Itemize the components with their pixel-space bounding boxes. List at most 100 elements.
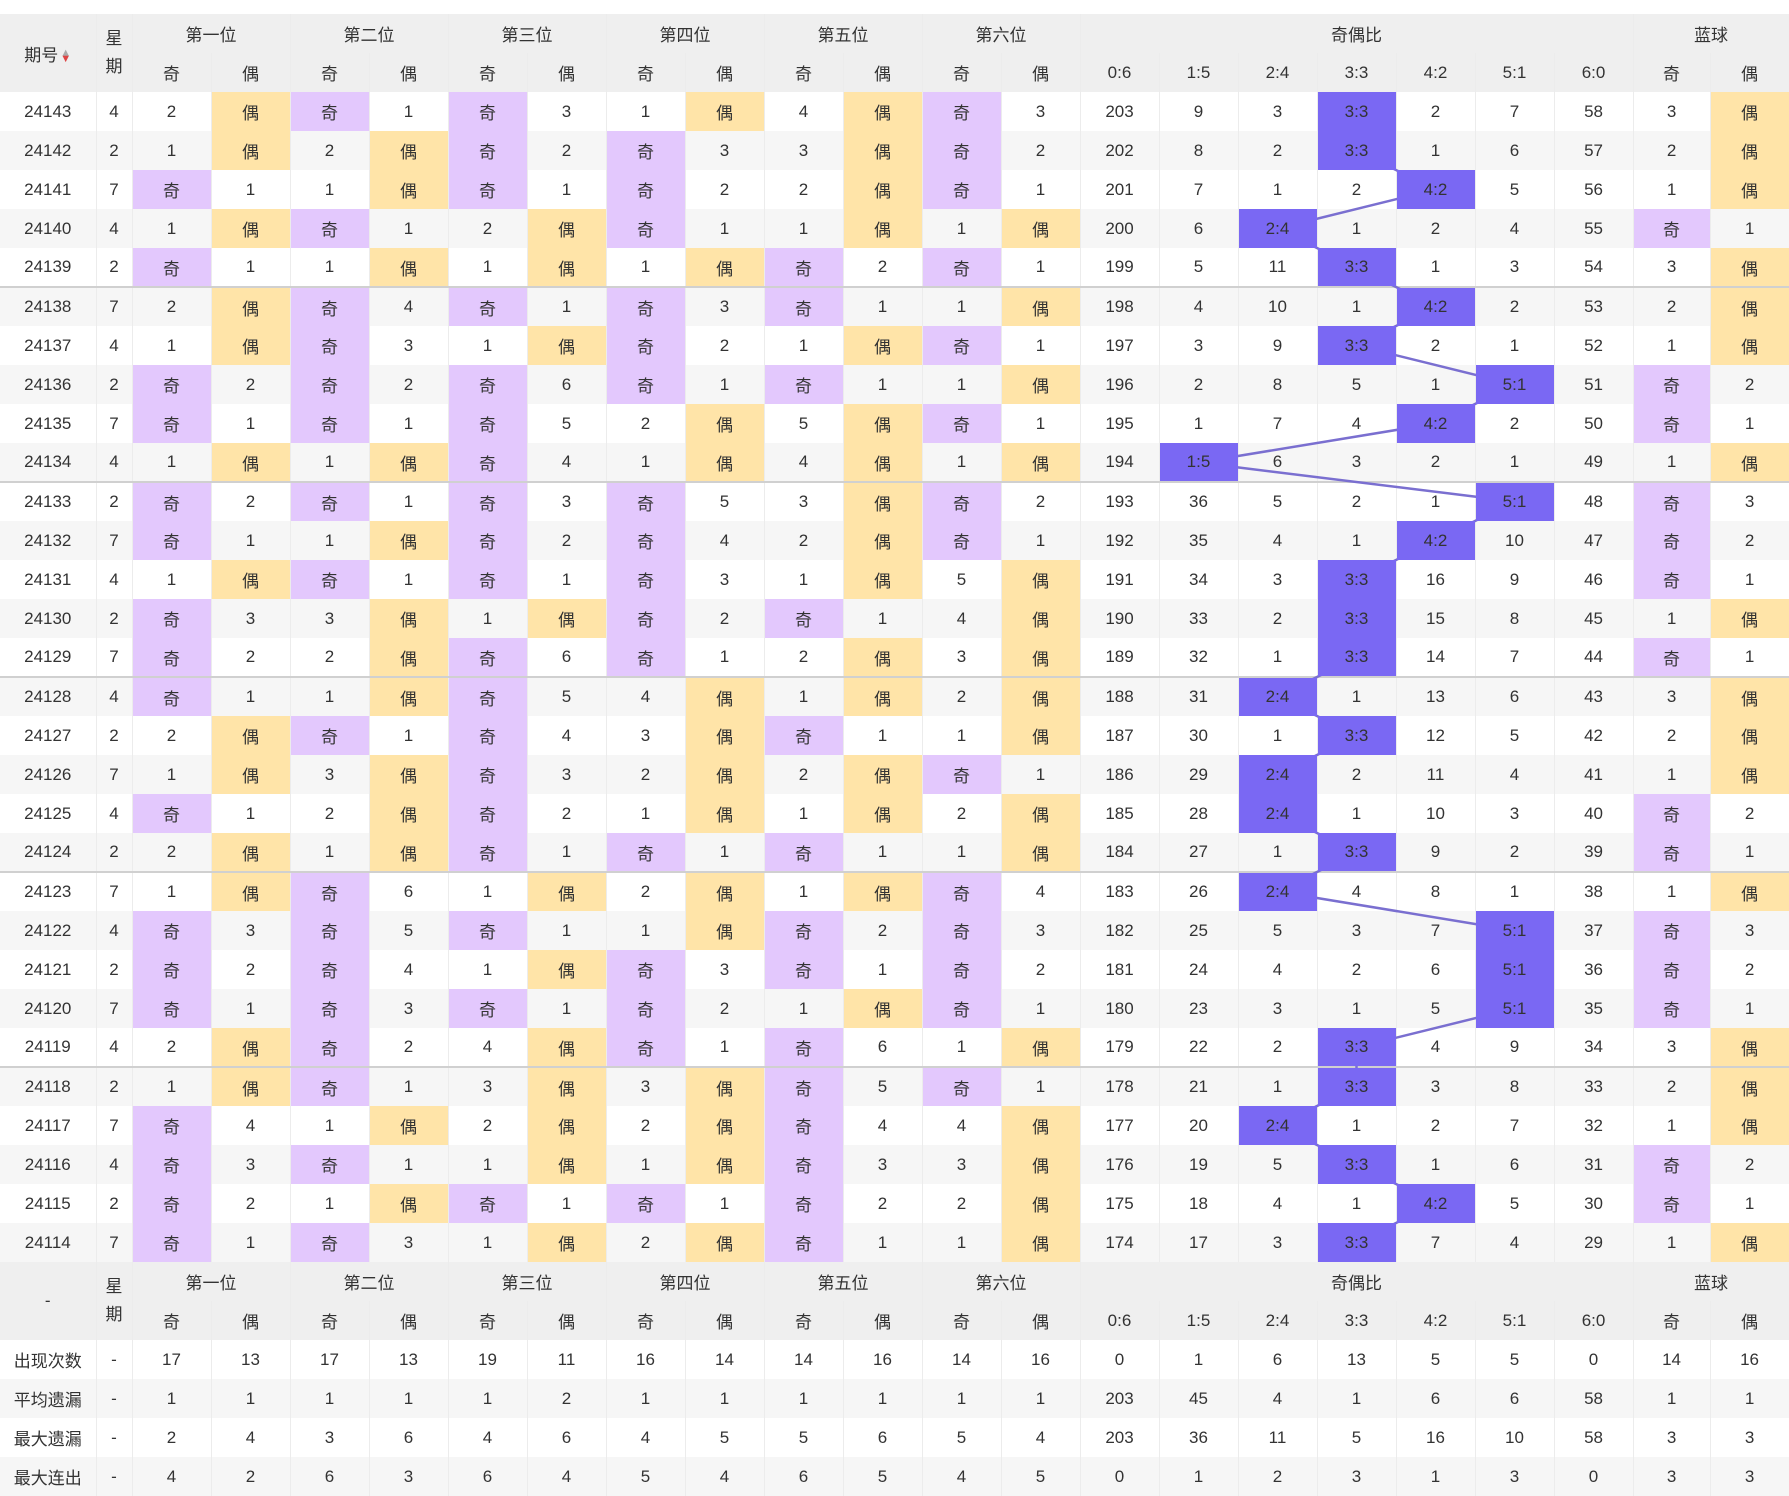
stats-value: 6 bbox=[843, 1418, 923, 1457]
position-2-even-cell: 偶 bbox=[369, 443, 449, 482]
position-1-even-cell: 1 bbox=[211, 248, 291, 287]
ratio-cell-0-6: 181 bbox=[1080, 950, 1160, 989]
position-1-odd-cell: 奇 bbox=[132, 404, 212, 443]
position-6-odd-cell: 5 bbox=[922, 560, 1002, 599]
table-row[interactable]: 24123 7 1 偶奇 6 1 偶 2 偶 1 偶奇 4 183 26 2:4 4 8 1 38 1 偶 bbox=[0, 871, 1789, 911]
position-3-odd-cell: 2 bbox=[448, 209, 528, 248]
ratio-cell-1-5: 33 bbox=[1159, 599, 1239, 638]
issue-header[interactable]: 期号 ▲ ▼ bbox=[0, 14, 97, 92]
ratio-cell-5-1: 7 bbox=[1475, 92, 1555, 131]
ratio-cell-2-4: 2:4 bbox=[1238, 209, 1318, 248]
position-3-even-cell: 偶 bbox=[527, 1106, 607, 1145]
ratio-subheader-5-1: 5:1 bbox=[1475, 1301, 1555, 1340]
table-row[interactable]: 24119 4 2 偶奇 2 4 偶奇 1 奇 6 1 偶 179 22 2 3:3 4 9 34 3 偶 bbox=[0, 1028, 1789, 1067]
table-row[interactable]: 24139 2 奇 1 1 偶 1 偶 1 偶奇 2 奇 1 199 5 11 3:3 1 3 54 3 偶 bbox=[0, 248, 1789, 287]
ratio-cell-4-2: 1 bbox=[1396, 365, 1476, 404]
table-row[interactable]: 24125 4 奇 1 2 偶奇 2 1 偶 1 偶 2 偶 185 28 2:4 1 10 3 40 奇 2 bbox=[0, 794, 1789, 833]
position-6-even-cell: 3 bbox=[1001, 92, 1081, 131]
table-row[interactable]: 24143 4 2 偶奇 1 奇 3 1 偶 4 偶奇 3 203 9 3 3:3 2 7 58 3 偶 bbox=[0, 92, 1789, 131]
table-row[interactable]: 24118 2 1 偶奇 1 3 偶 3 偶奇 5 奇 1 178 21 1 3:3 3 8 33 2 偶 bbox=[0, 1066, 1789, 1106]
position-1-odd-cell: 奇 bbox=[132, 1223, 212, 1262]
table-row[interactable]: 24132 7 奇 1 1 偶奇 2 奇 4 2 偶奇 1 192 35 4 1 4:2 10 47 奇 2 bbox=[0, 521, 1789, 560]
blue-even-cell: 偶 bbox=[1710, 1028, 1789, 1067]
ratio-cell-0-6: 197 bbox=[1080, 326, 1160, 365]
odd-subheader: 奇 bbox=[606, 1301, 686, 1340]
table-row[interactable]: 24122 4 奇 3 奇 5 奇 1 1 偶奇 2 奇 3 182 25 5 3 7 5:1 37 奇 3 bbox=[0, 911, 1789, 950]
table-row[interactable]: 24141 7 奇 1 1 偶奇 1 奇 2 2 偶奇 1 201 7 1 2 4:2 5 56 1 偶 bbox=[0, 170, 1789, 209]
position-1-even-cell: 偶 bbox=[211, 871, 291, 911]
position-4-even-cell: 2 bbox=[685, 326, 765, 365]
table-row[interactable]: 24121 2 奇 2 奇 4 1 偶奇 3 奇 1 奇 2 181 24 4 2 6 5:1 36 奇 2 bbox=[0, 950, 1789, 989]
position-1-odd-cell: 奇 bbox=[132, 248, 212, 287]
stats-value: 5 bbox=[606, 1457, 686, 1496]
table-row[interactable]: 24133 2 奇 2 奇 1 奇 3 奇 5 3 偶奇 2 193 36 5 2 1 5:1 48 奇 3 bbox=[0, 481, 1789, 521]
table-row[interactable]: 24142 2 1 偶 2 偶奇 2 奇 3 3 偶奇 2 202 8 2 3:3 1 6 57 2 偶 bbox=[0, 131, 1789, 170]
position-1-odd-cell: 1 bbox=[132, 326, 212, 365]
ratio-cell-1-5: 21 bbox=[1159, 1066, 1239, 1106]
table-row[interactable]: 24124 2 2 偶 1 偶奇 1 奇 1 奇 1 1 偶 184 27 1 3:3 9 2 39 奇 1 bbox=[0, 833, 1789, 872]
table-row[interactable]: 24117 7 奇 4 1 偶 2 偶 2 偶奇 4 4 偶 177 20 2:4 1 2 7 32 1 偶 bbox=[0, 1106, 1789, 1145]
stats-value: 16 bbox=[606, 1340, 686, 1379]
ratio-cell-6-0: 57 bbox=[1554, 131, 1634, 170]
table-row[interactable]: 24114 7 奇 1 奇 3 1 偶 2 偶奇 1 1 偶 174 17 3 3:3 7 4 29 1 偶 bbox=[0, 1223, 1789, 1262]
blue-odd-cell: 奇 bbox=[1633, 794, 1711, 833]
position-5-even-cell: 偶 bbox=[843, 989, 923, 1028]
ratio-cell-6-0: 45 bbox=[1554, 599, 1634, 638]
table-row[interactable]: 24134 4 1 偶 1 偶奇 4 1 偶 4 偶 1 偶 194 1:5 6 3 2 1 49 1 偶 bbox=[0, 443, 1789, 482]
position-6-even-cell: 1 bbox=[1001, 989, 1081, 1028]
stats-value: 1 bbox=[369, 1379, 449, 1418]
position-5-even-cell: 偶 bbox=[843, 638, 923, 677]
stats-value: 5 bbox=[1001, 1457, 1081, 1496]
table-row[interactable]: 24115 2 奇 2 1 偶奇 1 奇 1 奇 2 2 偶 175 18 4 1 4:2 5 30 奇 1 bbox=[0, 1184, 1789, 1223]
table-row[interactable]: 24120 7 奇 1 奇 3 奇 1 奇 2 1 偶奇 1 180 23 3 1 5 5:1 35 奇 1 bbox=[0, 989, 1789, 1028]
position-5-odd-cell: 奇 bbox=[764, 365, 844, 404]
position-6-even-cell: 1 bbox=[1001, 1066, 1081, 1106]
ratio-cell-2-4: 2 bbox=[1238, 131, 1318, 170]
table-row[interactable]: 24131 4 1 偶奇 1 奇 1 奇 3 1 偶 5 偶 191 34 3 3:3 16 9 46 奇 1 bbox=[0, 560, 1789, 599]
table-row[interactable]: 24128 4 奇 1 1 偶奇 5 4 偶 1 偶 2 偶 188 31 2:4 1 13 6 43 3 偶 bbox=[0, 676, 1789, 716]
position-4-odd-cell: 3 bbox=[606, 1066, 686, 1106]
ratio-subheader-6-0: 6:0 bbox=[1554, 53, 1634, 92]
position-4-odd-cell: 奇 bbox=[606, 521, 686, 560]
position-3-odd-cell: 奇 bbox=[448, 521, 528, 560]
position-1-odd-cell: 1 bbox=[132, 443, 212, 482]
ratio-cell-4-2: 16 bbox=[1396, 560, 1476, 599]
ratio-cell-2-4: 2 bbox=[1238, 1028, 1318, 1067]
position-6-even-cell: 4 bbox=[1001, 871, 1081, 911]
table-row[interactable]: 24126 7 1 偶 3 偶奇 3 2 偶 2 偶奇 1 186 29 2:4 2 11 4 41 1 偶 bbox=[0, 755, 1789, 794]
issue-number: 24118 bbox=[0, 1066, 97, 1106]
ratio-cell-5-1: 6 bbox=[1475, 1145, 1555, 1184]
table-row[interactable]: 24137 4 1 偶奇 3 1 偶奇 2 1 偶奇 1 197 3 9 3:3 2 1 52 1 偶 bbox=[0, 326, 1789, 365]
stats-value: 5 bbox=[764, 1418, 844, 1457]
weekday-cell: 2 bbox=[96, 365, 133, 404]
position-6-even-cell: 偶 bbox=[1001, 833, 1081, 872]
position-5-even-cell: 1 bbox=[843, 1223, 923, 1262]
position-6-even-cell: 偶 bbox=[1001, 1106, 1081, 1145]
ratio-cell-3-3: 1 bbox=[1317, 676, 1397, 716]
ratio-cell-4-2: 5 bbox=[1396, 989, 1476, 1028]
table-row[interactable]: 24116 4 奇 3 奇 1 1 偶 1 偶奇 3 3 偶 176 19 5 3:3 1 6 31 奇 2 bbox=[0, 1145, 1789, 1184]
table-row[interactable]: 24129 7 奇 2 2 偶奇 6 奇 1 2 偶 3 偶 189 32 1 3:3 14 7 44 奇 1 bbox=[0, 638, 1789, 677]
ratio-cell-3-3: 3:3 bbox=[1317, 560, 1397, 599]
position-6-odd-cell: 1 bbox=[922, 209, 1002, 248]
ratio-cell-1-5: 7 bbox=[1159, 170, 1239, 209]
ratio-cell-3-3: 3:3 bbox=[1317, 599, 1397, 638]
weekday-header: 星期 bbox=[96, 14, 133, 92]
position-5-even-cell: 1 bbox=[843, 599, 923, 638]
weekday-header: 星期 bbox=[96, 1262, 133, 1340]
table-row[interactable]: 24127 2 2 偶奇 1 奇 4 3 偶奇 1 1 偶 187 30 1 3:3 12 5 42 2 偶 bbox=[0, 716, 1789, 755]
position-6-odd-cell: 2 bbox=[922, 794, 1002, 833]
table-row[interactable]: 24138 7 2 偶奇 4 奇 1 奇 3 奇 1 1 偶 198 4 10 1 4:2 2 53 2 偶 bbox=[0, 286, 1789, 326]
table-row[interactable]: 24130 2 奇 3 3 偶 1 偶奇 2 奇 1 4 偶 190 33 2 3:3 15 8 45 1 偶 bbox=[0, 599, 1789, 638]
ratio-cell-6-0: 51 bbox=[1554, 365, 1634, 404]
table-row[interactable]: 24136 2 奇 2 奇 2 奇 6 奇 1 奇 1 1 偶 196 2 8 5 1 5:1 51 奇 2 bbox=[0, 365, 1789, 404]
stats-value: 3 bbox=[1710, 1418, 1789, 1457]
table-row[interactable]: 24135 7 奇 1 奇 1 奇 5 2 偶 5 偶奇 1 195 1 7 4 4:2 2 50 奇 1 bbox=[0, 404, 1789, 443]
ratio-cell-5-1: 5:1 bbox=[1475, 911, 1555, 950]
table-row[interactable]: 24140 4 1 偶奇 1 2 偶奇 1 1 偶 1 偶 200 6 2:4 1 2 4 55 奇 1 bbox=[0, 209, 1789, 248]
position-5-even-cell: 偶 bbox=[843, 92, 923, 131]
ratio-cell-4-2: 1 bbox=[1396, 481, 1476, 521]
ratio-cell-5-1: 4 bbox=[1475, 755, 1555, 794]
position-3-odd-cell: 1 bbox=[448, 326, 528, 365]
sort-icon[interactable]: ▲ ▼ bbox=[60, 47, 72, 66]
